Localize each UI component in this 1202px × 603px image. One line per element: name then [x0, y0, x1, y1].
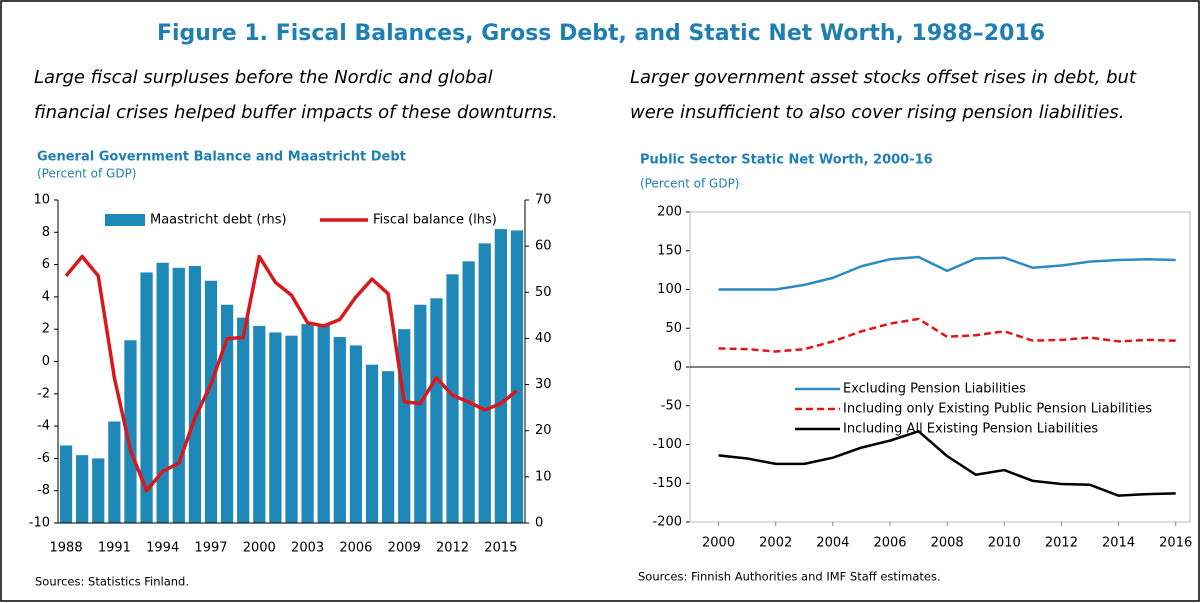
bar	[333, 337, 346, 523]
bar	[124, 340, 137, 523]
bar	[188, 265, 201, 523]
y-tick-label: -100	[652, 437, 682, 452]
bar	[140, 272, 153, 523]
bar	[398, 329, 411, 523]
chart-title: General Government Balance and Maastrich…	[37, 150, 406, 165]
x-tick-label: 2000	[243, 541, 276, 556]
y-tick-label: -200	[652, 515, 682, 530]
x-tick-label: 1994	[146, 541, 179, 556]
bar	[301, 324, 314, 523]
legend-label: Including All Existing Pension Liabiliti…	[843, 422, 1098, 437]
legend-label: Fiscal balance (lhs)	[373, 213, 497, 228]
chart-subtitle: (Percent of GDP)	[37, 167, 137, 181]
y-tick-label: 0	[674, 360, 682, 375]
y-tick-label: 2	[42, 322, 50, 337]
bar	[172, 267, 185, 523]
x-tick-label: 2015	[484, 541, 517, 556]
bar	[478, 243, 491, 524]
y2-tick-label: 70	[535, 193, 552, 208]
x-tick-label: 2012	[1045, 536, 1078, 551]
bar	[317, 324, 330, 523]
x-tick-label: 1988	[50, 541, 83, 556]
y2-tick-label: 50	[535, 285, 552, 300]
x-tick-label: 2012	[436, 541, 469, 556]
legend-label: Excluding Pension Liabilities	[843, 382, 1026, 397]
line	[64, 254, 519, 493]
y2-tick-label: 60	[535, 239, 552, 254]
caption-line: financial crises helped buffer impacts o…	[34, 102, 558, 123]
line	[718, 255, 1176, 291]
y-tick-label: -6	[37, 451, 50, 466]
y-tick-label: 6	[42, 257, 50, 272]
caption-line: Larger government asset stocks offset ri…	[630, 67, 1137, 88]
x-tick-label: 2002	[759, 536, 792, 551]
x-tick-label: 2016	[1159, 536, 1192, 551]
x-tick-label: 1991	[98, 541, 131, 556]
x-tick-label: 2000	[702, 536, 735, 551]
caption-line: Large fiscal surpluses before the Nordic…	[34, 67, 493, 88]
y-tick-label: -4	[37, 419, 50, 434]
bar	[462, 261, 475, 523]
bar	[59, 445, 73, 523]
y-tick-label: 10	[33, 193, 50, 208]
bar	[237, 317, 250, 523]
y-tick-label: 8	[42, 225, 50, 240]
bar	[510, 230, 524, 523]
y-tick-label: -8	[37, 483, 50, 498]
bar	[220, 304, 234, 523]
caption-line: were insufficient to also cover rising p…	[630, 102, 1125, 123]
bar	[382, 371, 395, 523]
chart-title: Public Sector Static Net Worth, 2000-16	[640, 153, 933, 168]
y2-tick-label: 20	[535, 423, 552, 438]
bar	[494, 229, 507, 523]
bar	[92, 458, 105, 523]
x-tick-label: 2006	[873, 536, 906, 551]
x-tick-label: 2014	[1102, 536, 1135, 551]
y-tick-label: -150	[652, 476, 682, 491]
line	[718, 430, 1176, 497]
x-tick-label: 2008	[931, 536, 964, 551]
bar	[108, 421, 121, 523]
bar	[76, 455, 89, 523]
line	[718, 317, 1176, 353]
y-tick-label: 100	[657, 282, 682, 297]
source: Sources: Statistics Finland.	[35, 575, 189, 589]
x-tick-label: 1997	[194, 541, 227, 556]
y2-tick-label: 0	[535, 516, 543, 531]
legend-swatch	[105, 214, 145, 226]
y2-tick-label: 30	[535, 377, 552, 392]
y2-tick-label: 40	[535, 331, 552, 346]
bar	[414, 304, 427, 523]
x-tick-label: 2004	[816, 536, 849, 551]
source: Sources: Finnish Authorities and IMF Sta…	[638, 570, 941, 584]
y-tick-label: -10	[29, 516, 50, 531]
figure-title: Figure 1. Fiscal Balances, Gross Debt, a…	[157, 21, 1045, 46]
y-tick-label: 50	[665, 321, 682, 336]
chart-subtitle: (Percent of GDP)	[640, 177, 740, 191]
x-tick-label: 2006	[339, 541, 372, 556]
bar	[285, 335, 298, 523]
bar	[253, 325, 266, 523]
y2-tick-label: 10	[535, 469, 552, 484]
x-tick-label: 2003	[291, 541, 324, 556]
y-tick-label: -50	[661, 398, 682, 413]
y-tick-label: -2	[37, 386, 50, 401]
bar	[446, 274, 459, 523]
legend-label: Including only Existing Public Pension L…	[843, 402, 1152, 417]
y-tick-label: 0	[42, 354, 50, 369]
y-tick-label: 4	[42, 289, 50, 304]
legend-label: Maastricht debt (rhs)	[150, 213, 287, 228]
bar	[365, 364, 379, 523]
x-tick-label: 2010	[988, 536, 1021, 551]
bar	[349, 345, 363, 523]
x-tick-label: 2009	[388, 541, 421, 556]
bar	[269, 332, 282, 523]
y-tick-label: 200	[657, 205, 682, 220]
bar	[204, 280, 218, 523]
bar	[430, 298, 443, 523]
bar	[156, 262, 169, 523]
y-tick-label: 150	[657, 243, 682, 258]
